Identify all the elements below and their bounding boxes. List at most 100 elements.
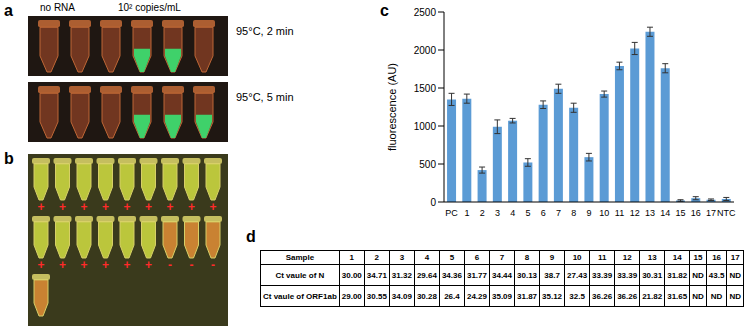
svg-text:4: 4 [510, 208, 515, 218]
svg-text:0: 0 [430, 197, 436, 208]
html-text:2: 2 [374, 253, 380, 262]
html-text:31.32: 31.32 [391, 270, 412, 280]
html-text:31.65: 31.65 [667, 291, 688, 301]
html-text:34.09: 34.09 [391, 291, 412, 301]
svg-text:+: + [209, 200, 216, 214]
svg-text:8: 8 [571, 208, 576, 218]
html-text:d: d [246, 228, 256, 245]
svg-text:+: + [80, 200, 87, 214]
svg-text:1: 1 [464, 208, 469, 218]
html-text:43.5: 43.5 [708, 270, 725, 280]
html-text:21.82: 21.82 [642, 291, 663, 301]
svg-text:-: - [211, 258, 215, 272]
svg-text:+: + [102, 258, 109, 272]
svg-text:9: 9 [586, 208, 591, 218]
svg-text:PC: PC [445, 208, 458, 218]
svg-text:+: + [102, 200, 109, 214]
html-text:29.64: 29.64 [416, 270, 437, 280]
svg-text:10: 10 [599, 208, 609, 218]
svg-text:12: 12 [630, 208, 640, 218]
svg-text:6: 6 [541, 208, 546, 218]
svg-text:+: + [37, 258, 44, 272]
html-text:33.39: 33.39 [592, 270, 613, 280]
html-text:10: 10 [572, 253, 582, 262]
html-text:3: 3 [399, 253, 405, 262]
html-text:no RNA: no RNA [40, 2, 75, 13]
html-text:4: 4 [424, 253, 430, 262]
html-text:34.36: 34.36 [441, 270, 462, 280]
svg-text:5: 5 [525, 208, 530, 218]
svg-text:fluorescence (AU): fluorescence (AU) [386, 63, 398, 151]
svg-text:+: + [80, 258, 87, 272]
html-text:10² copies/mL: 10² copies/mL [118, 2, 181, 13]
html-text:31.87: 31.87 [517, 291, 537, 301]
html-text:38.7: 38.7 [544, 270, 560, 280]
html-text:36.26: 36.26 [592, 291, 613, 301]
html-text:Ct vaule of ORF1ab: Ct vaule of ORF1ab [263, 291, 337, 301]
svg-text:1000: 1000 [414, 121, 437, 132]
html-text:29.00: 29.00 [341, 291, 362, 301]
svg-text:13: 13 [645, 208, 655, 218]
html-text:ND: ND [692, 270, 704, 280]
html-text:b: b [4, 150, 14, 167]
html-text:Ct vaule of N: Ct vaule of N [275, 270, 325, 280]
svg-text:NTC: NTC [717, 208, 736, 218]
html-text:34.71: 34.71 [366, 270, 387, 280]
html-text:30.28: 30.28 [416, 291, 437, 301]
svg-text:+: + [145, 200, 152, 214]
svg-text:2: 2 [480, 208, 485, 218]
svg-text:15: 15 [676, 208, 686, 218]
html-text:ND: ND [692, 291, 704, 301]
svg-text:2000: 2000 [414, 45, 437, 56]
svg-text:+: + [37, 200, 44, 214]
html-text:30.13: 30.13 [517, 270, 537, 280]
html-text:11: 11 [597, 253, 607, 262]
html-text:35.09: 35.09 [492, 291, 512, 301]
html-text:33.39: 33.39 [617, 270, 638, 280]
html-text:14: 14 [672, 253, 682, 262]
html-text:31.82: 31.82 [667, 270, 688, 280]
html-text:35.12: 35.12 [542, 291, 563, 301]
html-text:31.77: 31.77 [467, 270, 487, 280]
html-text:30.31: 30.31 [642, 270, 663, 280]
html-text:a: a [4, 2, 13, 19]
svg-text:14: 14 [660, 208, 670, 218]
html-text:24.29: 24.29 [467, 291, 487, 301]
svg-text:+: + [59, 258, 66, 272]
svg-text:17: 17 [706, 208, 716, 218]
svg-text:3: 3 [495, 208, 500, 218]
svg-text:+: + [166, 200, 173, 214]
svg-text:16: 16 [691, 208, 701, 218]
svg-text:500: 500 [419, 159, 436, 170]
svg-text:+: + [188, 200, 195, 214]
html-text:36.26: 36.26 [617, 291, 638, 301]
html-text:15: 15 [693, 253, 703, 262]
html-text:13: 13 [647, 253, 657, 262]
svg-text:+: + [123, 258, 130, 272]
html-text:95°C, 5 min: 95°C, 5 min [236, 91, 294, 103]
html-text:ND: ND [710, 291, 723, 301]
svg-text:+: + [123, 200, 130, 214]
html-text:ND: ND [729, 291, 741, 301]
html-text:34.44: 34.44 [492, 270, 512, 280]
html-text:30.00: 30.00 [341, 270, 362, 280]
svg-text:2500: 2500 [414, 7, 437, 18]
html-text:c: c [380, 2, 389, 19]
html-text:30.55: 30.55 [366, 291, 387, 301]
html-text:17: 17 [730, 253, 740, 262]
svg-text:-: - [168, 258, 172, 272]
html-text:95°C, 2 min: 95°C, 2 min [236, 25, 294, 37]
html-text:12: 12 [622, 253, 632, 262]
svg-text:+: + [59, 200, 66, 214]
svg-text:11: 11 [615, 208, 624, 218]
svg-text:1500: 1500 [414, 83, 437, 94]
svg-text:+: + [145, 258, 152, 272]
html-text:26.4: 26.4 [444, 291, 460, 301]
html-text:27.43: 27.43 [567, 270, 588, 280]
html-text:Sample: Sample [285, 253, 315, 262]
html-text:32.5: 32.5 [569, 291, 585, 301]
svg-text:7: 7 [556, 208, 561, 218]
html-text:ND: ND [729, 270, 741, 280]
html-text:16: 16 [712, 253, 721, 262]
svg-text:-: - [190, 258, 194, 272]
